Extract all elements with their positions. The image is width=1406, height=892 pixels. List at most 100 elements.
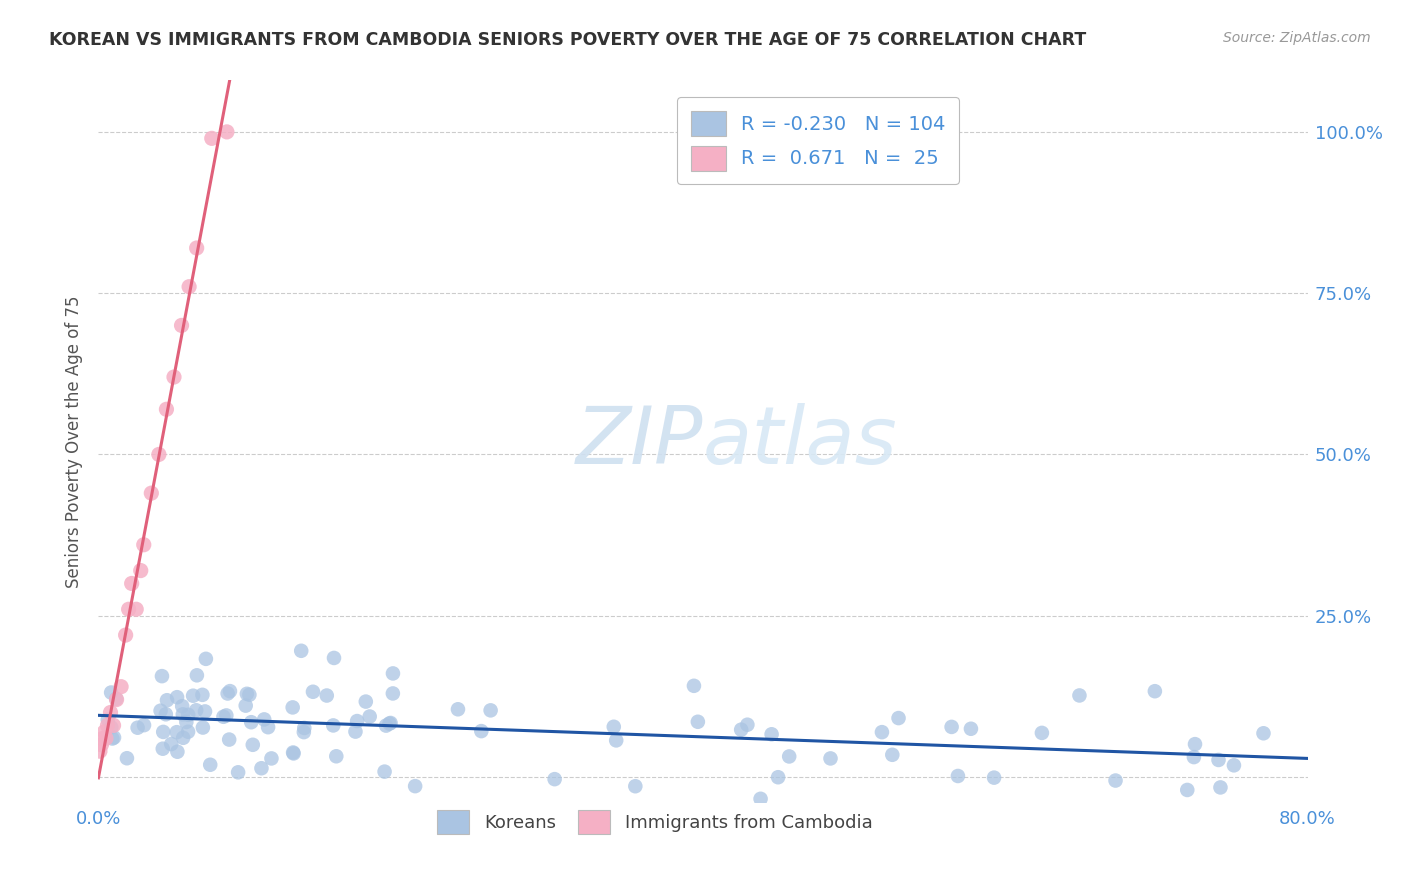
Point bbox=[114, 628, 136, 642]
Point bbox=[100, 706, 122, 720]
Point bbox=[302, 685, 325, 699]
Point bbox=[127, 721, 149, 735]
Point bbox=[177, 707, 200, 722]
Point bbox=[1031, 726, 1053, 740]
Point bbox=[186, 703, 208, 717]
Point bbox=[960, 722, 983, 736]
Point bbox=[155, 402, 177, 417]
Point bbox=[322, 718, 344, 732]
Point bbox=[257, 720, 280, 734]
Point bbox=[941, 720, 963, 734]
Point bbox=[378, 716, 401, 731]
Point bbox=[148, 447, 170, 461]
Point bbox=[292, 725, 315, 739]
Point bbox=[1223, 758, 1246, 772]
Point bbox=[115, 751, 138, 765]
Point bbox=[132, 538, 155, 552]
Point bbox=[381, 686, 404, 700]
Y-axis label: Seniors Poverty Over the Age of 75: Seniors Poverty Over the Age of 75 bbox=[65, 295, 83, 588]
Point bbox=[149, 704, 172, 718]
Point bbox=[281, 746, 304, 760]
Point bbox=[236, 687, 259, 701]
Point bbox=[105, 691, 128, 706]
Point bbox=[730, 723, 752, 737]
Point bbox=[194, 652, 217, 666]
Point bbox=[194, 705, 217, 719]
Point bbox=[470, 724, 492, 739]
Point bbox=[235, 698, 257, 713]
Point bbox=[103, 731, 125, 745]
Point bbox=[215, 125, 238, 139]
Point bbox=[100, 685, 122, 699]
Point bbox=[125, 602, 148, 616]
Point bbox=[250, 761, 273, 775]
Point bbox=[325, 749, 347, 764]
Point bbox=[870, 725, 893, 739]
Point bbox=[820, 751, 842, 765]
Point bbox=[315, 689, 337, 703]
Point bbox=[132, 718, 155, 732]
Point bbox=[200, 757, 222, 772]
Point bbox=[177, 724, 200, 739]
Point bbox=[186, 241, 208, 255]
Point bbox=[96, 718, 118, 732]
Text: KOREAN VS IMMIGRANTS FROM CAMBODIA SENIORS POVERTY OVER THE AGE OF 75 CORRELATIO: KOREAN VS IMMIGRANTS FROM CAMBODIA SENIO… bbox=[49, 31, 1087, 49]
Point bbox=[172, 699, 194, 714]
Point bbox=[152, 725, 174, 739]
Point bbox=[242, 738, 264, 752]
Point bbox=[152, 741, 174, 756]
Point bbox=[1184, 737, 1206, 751]
Point bbox=[100, 721, 122, 735]
Point bbox=[761, 727, 783, 741]
Point bbox=[359, 709, 381, 723]
Point bbox=[238, 688, 260, 702]
Point bbox=[110, 680, 132, 694]
Point bbox=[887, 711, 910, 725]
Point bbox=[103, 718, 125, 732]
Point bbox=[749, 792, 772, 806]
Point bbox=[105, 692, 128, 706]
Point bbox=[290, 644, 312, 658]
Point bbox=[983, 771, 1005, 785]
Point bbox=[605, 733, 627, 747]
Point bbox=[375, 718, 398, 732]
Point bbox=[89, 744, 111, 758]
Point bbox=[121, 576, 143, 591]
Point bbox=[253, 713, 276, 727]
Point bbox=[90, 738, 112, 752]
Text: Source: ZipAtlas.com: Source: ZipAtlas.com bbox=[1223, 31, 1371, 45]
Point bbox=[447, 702, 470, 716]
Legend: Koreans, Immigrants from Cambodia: Koreans, Immigrants from Cambodia bbox=[430, 803, 880, 841]
Point bbox=[1104, 773, 1126, 788]
Point bbox=[141, 486, 163, 500]
Point bbox=[946, 769, 969, 783]
Point bbox=[766, 770, 789, 784]
Point bbox=[404, 779, 426, 793]
Point bbox=[1143, 684, 1166, 698]
Point bbox=[150, 669, 173, 683]
Point bbox=[91, 731, 114, 746]
Point bbox=[1069, 689, 1091, 703]
Point bbox=[240, 715, 263, 730]
Point bbox=[1182, 750, 1205, 764]
Point bbox=[217, 686, 239, 700]
Point bbox=[1253, 726, 1275, 740]
Point bbox=[219, 684, 242, 698]
Point bbox=[163, 370, 186, 384]
Point bbox=[93, 724, 115, 739]
Point bbox=[176, 714, 198, 729]
Point bbox=[283, 747, 305, 761]
Point bbox=[346, 714, 368, 728]
Point bbox=[1208, 753, 1230, 767]
Point bbox=[778, 749, 800, 764]
Point bbox=[882, 747, 904, 762]
Point bbox=[172, 707, 194, 722]
Point bbox=[381, 666, 404, 681]
Point bbox=[118, 602, 141, 616]
Point bbox=[160, 737, 183, 751]
Point bbox=[101, 731, 124, 746]
Text: ZIP: ZIP bbox=[575, 402, 703, 481]
Point bbox=[374, 764, 396, 779]
Point bbox=[218, 732, 240, 747]
Point bbox=[191, 721, 214, 735]
